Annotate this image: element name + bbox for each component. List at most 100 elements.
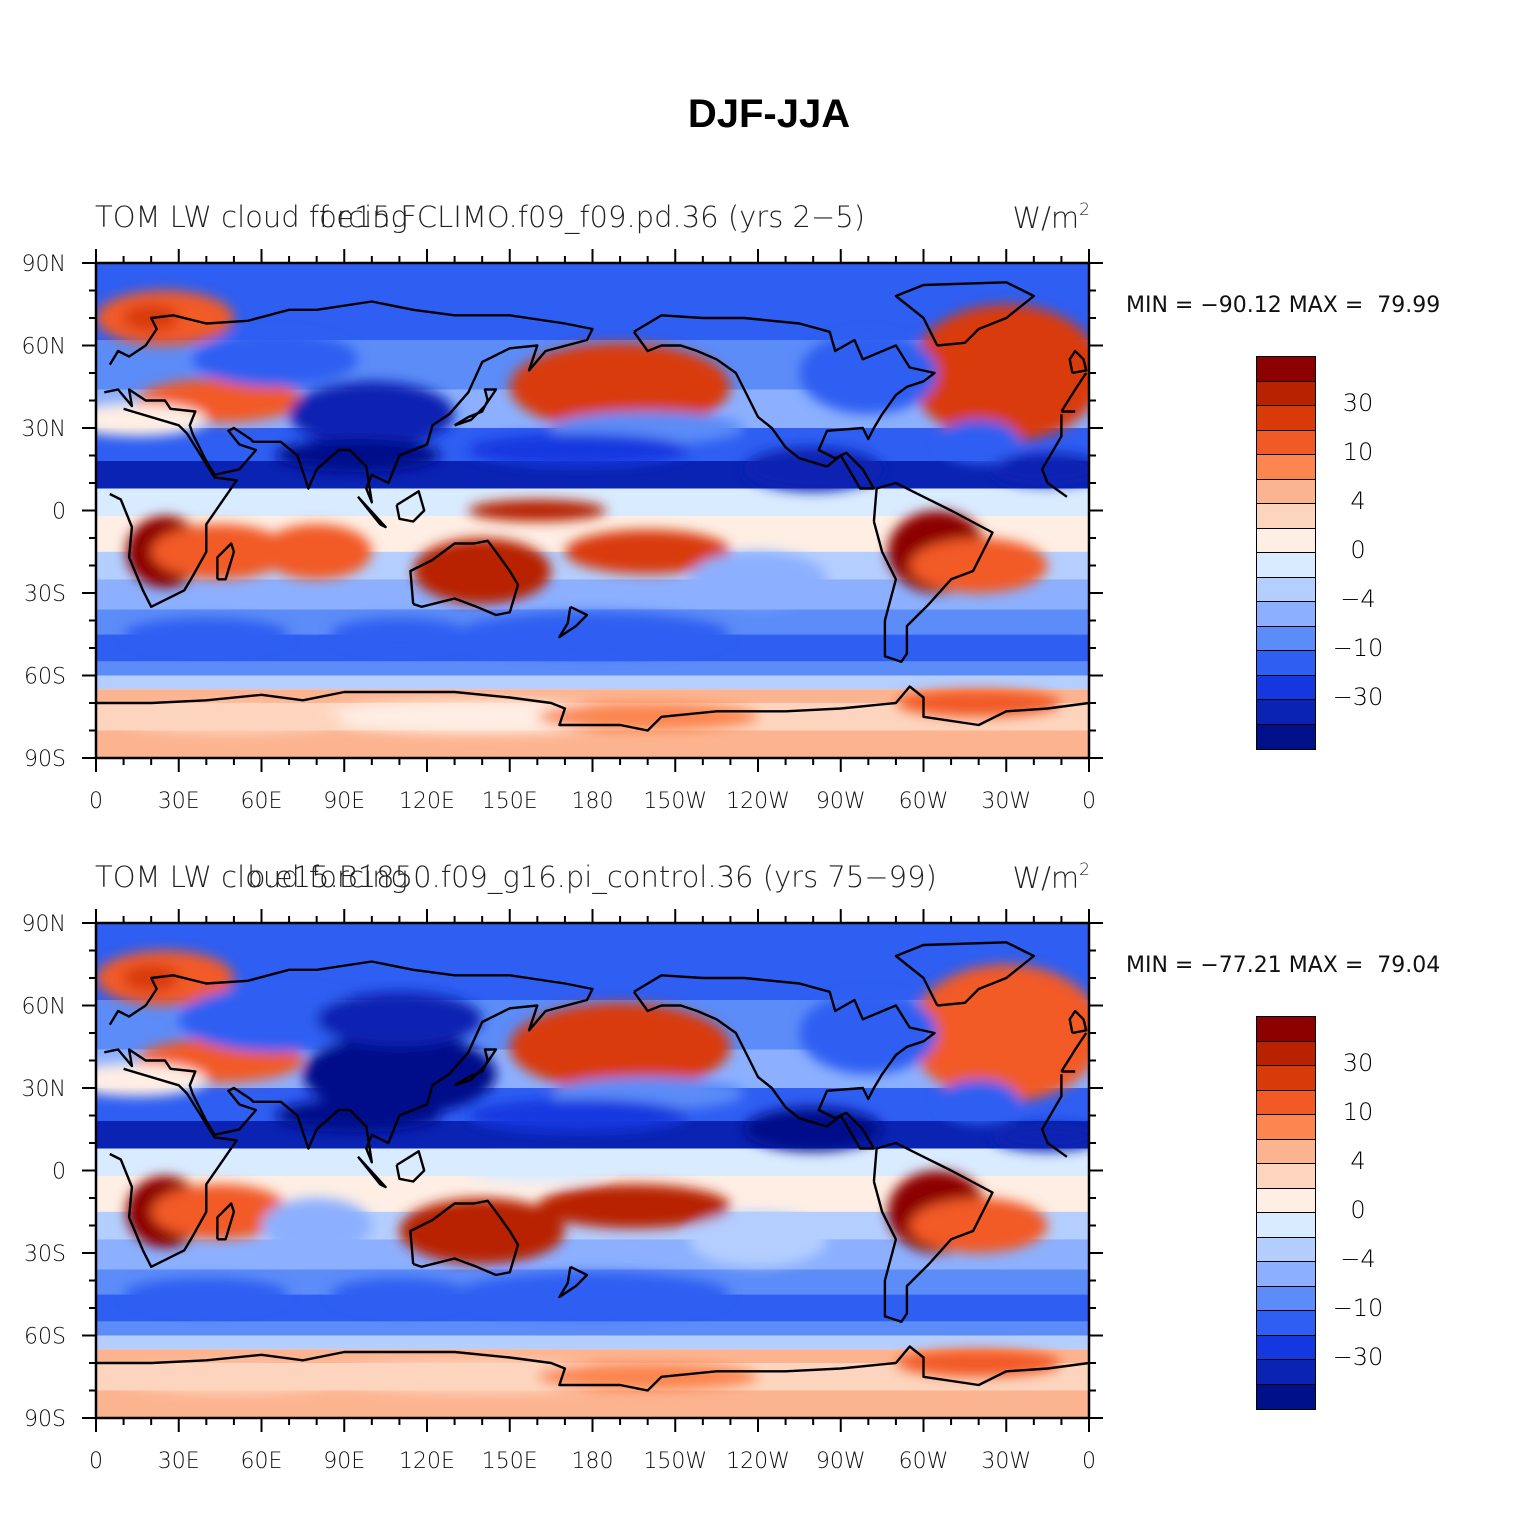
colorbar-swatch <box>1257 479 1315 504</box>
min-max-stats: MIN = −90.12 MAX = 79.99 <box>1126 293 1441 318</box>
contour-blob <box>261 1198 372 1253</box>
lon-tick-label: 0 <box>1082 1449 1096 1474</box>
contour-blob <box>468 433 690 467</box>
contour-blob <box>937 419 1021 464</box>
colorbar-swatch <box>1257 1115 1315 1140</box>
case-label: f.e15.FCLIMO.f09_f09.pd.36 (yrs 2−5) <box>318 200 866 234</box>
colorbar-swatch <box>1257 675 1315 700</box>
colorbar-swatch <box>1257 357 1315 382</box>
coastline <box>109 407 1068 608</box>
coastline <box>96 685 1089 732</box>
lat-tick-label: 90N <box>22 912 66 937</box>
colorbar-swatch <box>1257 1139 1315 1164</box>
contour-blob <box>468 1099 690 1132</box>
colorbar-swatch <box>1257 602 1315 627</box>
colorbar-label: −30 <box>1332 683 1384 711</box>
contour-blob <box>468 499 607 522</box>
contour-blob <box>123 1365 345 1394</box>
lat-band <box>96 675 1089 690</box>
contour-blob <box>537 703 759 731</box>
contour-blob <box>509 1002 731 1091</box>
colorbar-swatch <box>1257 1262 1315 1287</box>
lon-tick-label: 150E <box>482 789 538 814</box>
coastline <box>104 960 1088 1164</box>
units-label: W/m2 <box>1012 860 1090 895</box>
colorbar-swatch <box>1257 1188 1315 1213</box>
contour-blob <box>302 1033 496 1116</box>
lat-band <box>96 730 1089 758</box>
contour-blob <box>992 452 1089 486</box>
colorbar-swatch <box>1257 553 1315 578</box>
coastline <box>1068 1009 1088 1035</box>
colorbar-swatch <box>1257 626 1315 651</box>
contour-blob <box>909 304 1089 442</box>
contour-blob <box>454 1272 731 1317</box>
contour-blob <box>799 991 938 1075</box>
contour-blob <box>330 1277 469 1311</box>
contour-blob <box>178 986 372 1053</box>
colorbar-label: 0 <box>1350 1196 1366 1224</box>
coastline <box>632 974 936 1150</box>
colorbar-swatch <box>1257 651 1315 676</box>
variable-label: TOM LW cloud forcing <box>95 200 408 234</box>
lat-band <box>96 1321 1089 1336</box>
colorbar-swatch <box>1257 700 1315 725</box>
colorbar-swatch <box>1257 1041 1315 1066</box>
lat-tick-label: 0 <box>52 500 66 525</box>
contour-blob <box>151 524 290 580</box>
lat-tick-label: 90S <box>24 1407 66 1432</box>
coastline <box>409 539 520 617</box>
coastline <box>894 281 1035 347</box>
panel-bottom: 90N 60N 30N 0 30S 60S 90S 0 30E 60E 90E 120E 150E 180… <box>0 850 1538 1510</box>
coastline <box>104 300 1088 504</box>
contour-blob <box>992 1123 1089 1152</box>
lon-tick-label: 150W <box>643 789 707 814</box>
lat-tick-label: 90N <box>22 252 66 277</box>
lon-tick-label: 150E <box>482 1449 538 1474</box>
lon-tick-label: 0 <box>89 1449 103 1474</box>
contour-blob <box>909 538 1048 593</box>
colorbar-label: 0 <box>1350 536 1366 564</box>
colorbar-swatch <box>1257 577 1315 602</box>
contour-blob <box>909 964 1089 1102</box>
colorbar-swatch <box>1257 1237 1315 1262</box>
colorbar-label: −4 <box>1340 585 1376 613</box>
figure-title: DJF-JJA <box>687 92 851 136</box>
contour-blob <box>509 342 731 431</box>
lat-band <box>96 661 1089 676</box>
lat-tick-label: 60S <box>24 665 66 690</box>
colorbar-swatch <box>1257 504 1315 529</box>
colorbar-label: −10 <box>1332 1294 1384 1322</box>
case-label: b.e15.B1850.f09_g16.pi_control.36 (yrs 7… <box>247 860 937 894</box>
lon-tick-label: 30W <box>981 789 1031 814</box>
colorbar-label: −4 <box>1340 1245 1376 1273</box>
coastline <box>409 1199 520 1277</box>
colorbar-swatch <box>1257 1213 1315 1238</box>
contour-blob <box>275 1099 441 1132</box>
colorbar-swatch <box>1257 724 1315 749</box>
contour-blob <box>744 447 883 492</box>
lon-tick-label: 120W <box>726 1449 790 1474</box>
colorbar-label: −30 <box>1332 1343 1384 1371</box>
contour-blob <box>564 529 731 574</box>
coastline <box>395 490 426 523</box>
coastline <box>216 542 236 581</box>
contour-blob <box>454 612 731 657</box>
contour-field <box>96 923 1089 1418</box>
coastline <box>558 1265 589 1299</box>
lon-tick-label: 90E <box>323 789 365 814</box>
colorbar-label: −10 <box>1332 634 1384 662</box>
colorbar-label: 10 <box>1342 1098 1374 1126</box>
panel-top: 90N 60N 30N 0 30S 60S 90S 0 30E 60E 90E 120E 150E 180… <box>0 190 1538 850</box>
coastline <box>1068 349 1088 375</box>
variable-label: TOM LW cloud forcing <box>95 860 408 894</box>
colorbar <box>1256 356 1316 750</box>
lon-tick-label: 60W <box>899 789 949 814</box>
lon-tick-label: 120W <box>726 789 790 814</box>
lat-tick-label: 30S <box>24 582 66 607</box>
lon-tick-label: 60E <box>241 1449 283 1474</box>
coastline <box>395 1150 426 1183</box>
lat-tick-label: 30N <box>22 1077 66 1102</box>
map-plot-top: 90N 60N 30N 0 30S 60S 90S 0 30E 60E 90E 120E 150E 180… <box>22 249 1103 814</box>
colorbar-swatch <box>1257 455 1315 480</box>
